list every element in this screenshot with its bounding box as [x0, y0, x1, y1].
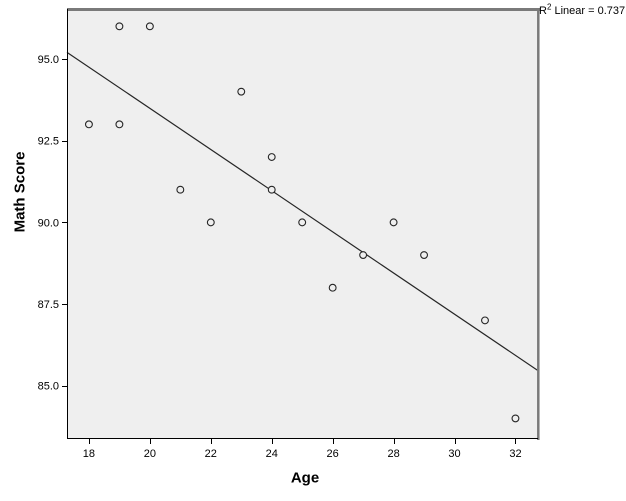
x-tick-label: 32	[509, 448, 521, 460]
r-squared-label: Linear = 0.737	[551, 5, 626, 17]
data-point	[115, 22, 124, 31]
r-squared-base: R	[539, 5, 547, 17]
x-tick-label: 18	[83, 448, 95, 460]
data-point	[481, 316, 489, 325]
data-point	[267, 185, 276, 194]
y-tick-label: 87.5	[38, 299, 59, 311]
data-point	[359, 251, 368, 259]
x-tick-label: 22	[205, 448, 217, 460]
r-squared-exponent: 2	[546, 2, 552, 12]
y-tick-label: 92.5	[38, 136, 59, 148]
data-point	[115, 120, 124, 129]
r-squared-annotation: R2 Linear = 0.737	[539, 2, 626, 17]
data-point	[389, 218, 398, 227]
x-tick-label: 28	[387, 448, 399, 460]
x-tick-label: 30	[448, 448, 460, 460]
y-tick-label: 95.0	[38, 54, 59, 66]
data-point	[328, 283, 337, 292]
data-point	[298, 218, 307, 227]
data-point	[84, 120, 93, 129]
y-axis-title: Math Score	[11, 151, 29, 233]
data-point	[511, 414, 520, 423]
x-axis-title: Age	[290, 469, 320, 487]
data-point	[420, 251, 429, 259]
data-point	[176, 185, 185, 194]
y-tick-label: 90.0	[38, 217, 59, 229]
x-tick-label: 26	[327, 448, 339, 460]
x-tick-label: 24	[266, 448, 278, 460]
data-point	[145, 22, 154, 31]
data-point	[206, 218, 215, 227]
regression-line	[66, 51, 539, 372]
y-tick-label: 85.0	[38, 381, 59, 393]
x-tick-label: 20	[144, 448, 156, 460]
data-point	[267, 153, 276, 161]
data-point	[237, 87, 246, 96]
